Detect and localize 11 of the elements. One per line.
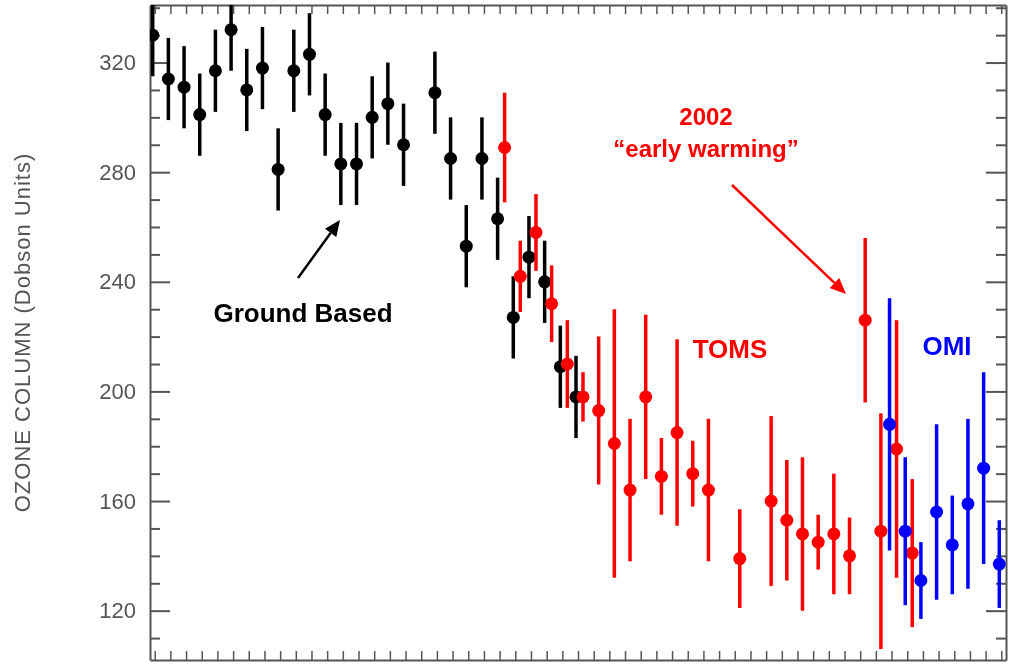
annotation: 2002 “early warming” bbox=[613, 103, 799, 162]
y-tick-label: 120 bbox=[99, 598, 136, 624]
text: Ground Based bbox=[213, 298, 393, 328]
text: OMI bbox=[922, 331, 972, 361]
y-tick-label: 240 bbox=[99, 269, 136, 295]
y-axis-title: OZONE COLUMN (Dobson Units) bbox=[10, 152, 35, 513]
y-tick-label: 320 bbox=[99, 50, 136, 76]
y-tick-label: 160 bbox=[99, 488, 136, 514]
y-tick-label: 280 bbox=[99, 159, 136, 185]
series-label: TOMS bbox=[692, 334, 768, 364]
y-tick-label: 200 bbox=[99, 378, 136, 404]
